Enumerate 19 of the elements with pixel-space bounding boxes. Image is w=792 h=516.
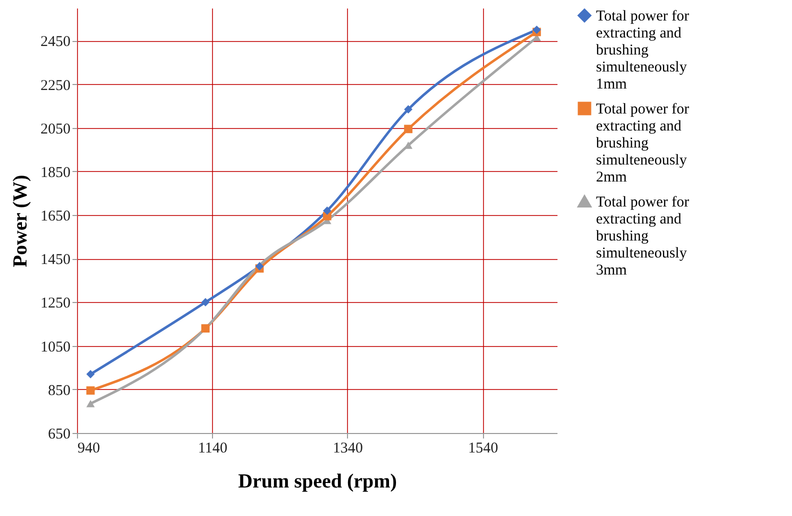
y-tick-label: 2250 <box>40 78 70 94</box>
y-tick-label: 850 <box>48 382 70 399</box>
y-tick-label: 650 <box>48 426 70 442</box>
y-tick-label: 1850 <box>40 164 70 181</box>
y-tick-label: 1450 <box>40 252 70 268</box>
y-tick-label: 2450 <box>40 34 70 50</box>
legend-label: Total power for extracting and brushing simulteneously 1mm <box>596 8 690 92</box>
x-axis-title: Drum speed (rpm) <box>238 470 397 492</box>
x-tick-label: 940 <box>78 440 100 456</box>
y-axis-title: Power (W) <box>10 174 32 268</box>
y-tick-label: 2050 <box>40 121 70 138</box>
x-tick-label: 1140 <box>198 440 228 456</box>
y-tick-label: 1050 <box>40 339 70 356</box>
x-tick-label: 1340 <box>332 440 363 456</box>
y-tick-label: 1650 <box>40 208 70 225</box>
legend-label: Total power for extracting and brushing simulteneously 3mm <box>596 194 690 278</box>
x-tick-label: 1540 <box>468 440 498 456</box>
y-tick-label: 1250 <box>40 296 70 312</box>
legend-label: Total power for extracting and brushing simulteneously 2mm <box>596 102 690 186</box>
